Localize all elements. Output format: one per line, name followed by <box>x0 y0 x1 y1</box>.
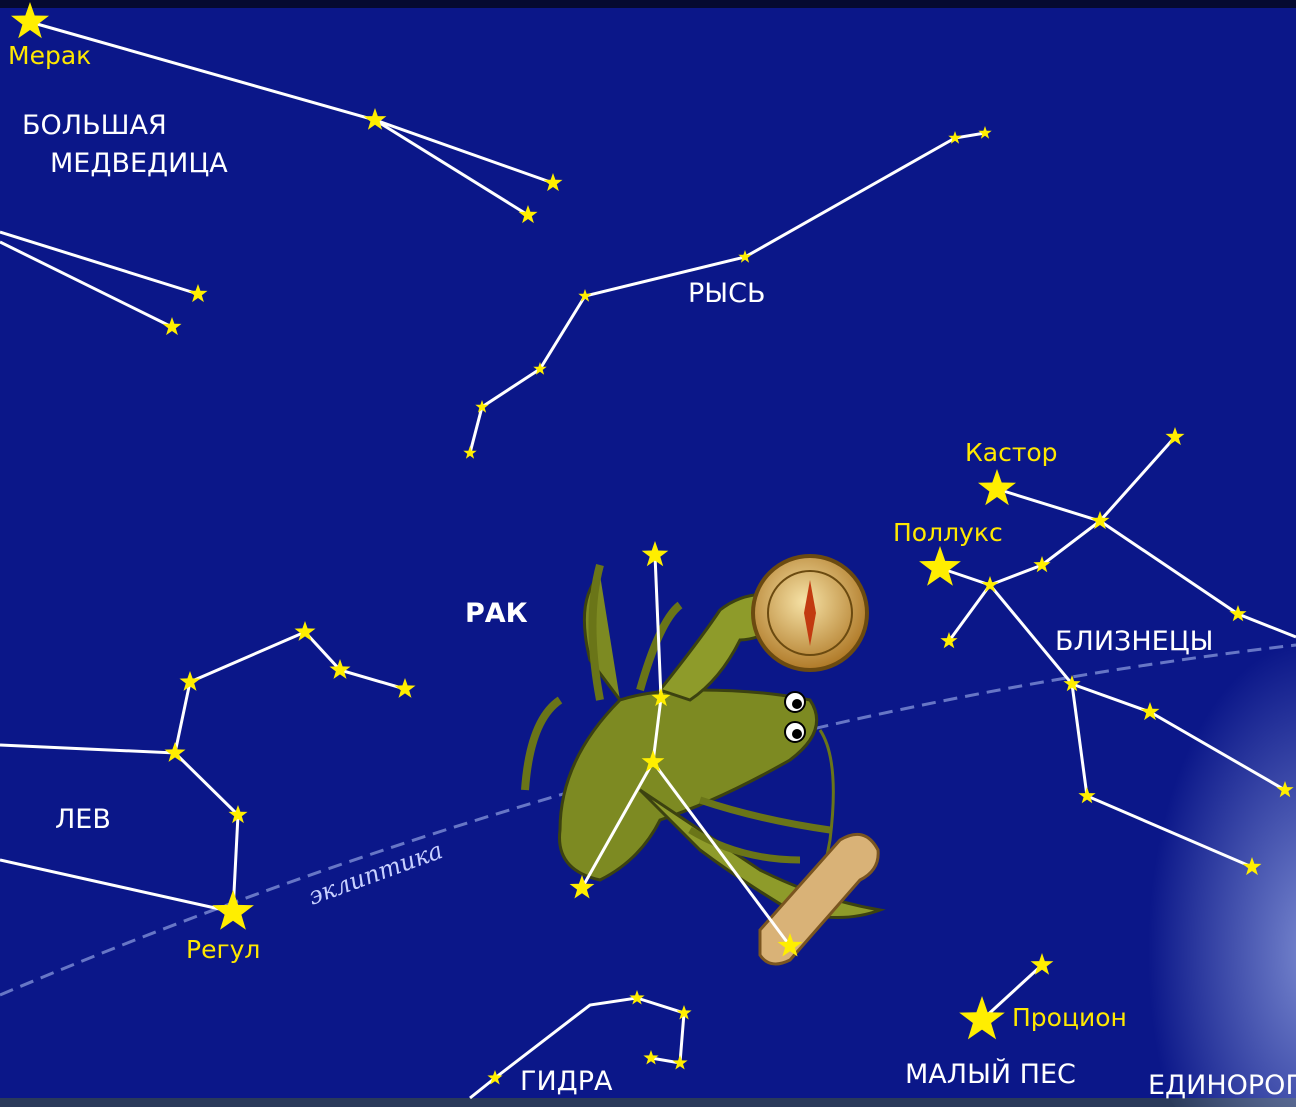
star-label: Мерак <box>8 41 91 70</box>
constellation-label: РЫСЬ <box>688 278 765 309</box>
star-label: Процион <box>1012 1003 1127 1032</box>
constellation-label: БЛИЗНЕЦЫ <box>1055 626 1213 657</box>
constellation-label: РАК <box>465 598 528 629</box>
compass <box>753 556 867 670</box>
page: Мерак Кастор Поллукс Регул Процион БОЛЬШ… <box>0 0 1296 1107</box>
bottom-border <box>0 1098 1296 1107</box>
constellation-label: БОЛЬШАЯ <box>22 110 167 141</box>
constellation-label: ЕДИНОРОГ <box>1148 1070 1296 1101</box>
constellation-label: ЛЕВ <box>55 804 111 835</box>
star-label: Регул <box>186 935 260 964</box>
constellation-label: ГИДРА <box>520 1066 613 1097</box>
star-label: Поллукс <box>893 518 1003 547</box>
top-border <box>0 0 1296 8</box>
star-map: Мерак Кастор Поллукс Регул Процион БОЛЬШ… <box>0 0 1296 1107</box>
constellation-label: МАЛЫЙ ПЕС <box>905 1058 1076 1090</box>
constellation-label: МЕДВЕДИЦА <box>50 148 228 179</box>
star-label: Кастор <box>965 438 1058 467</box>
